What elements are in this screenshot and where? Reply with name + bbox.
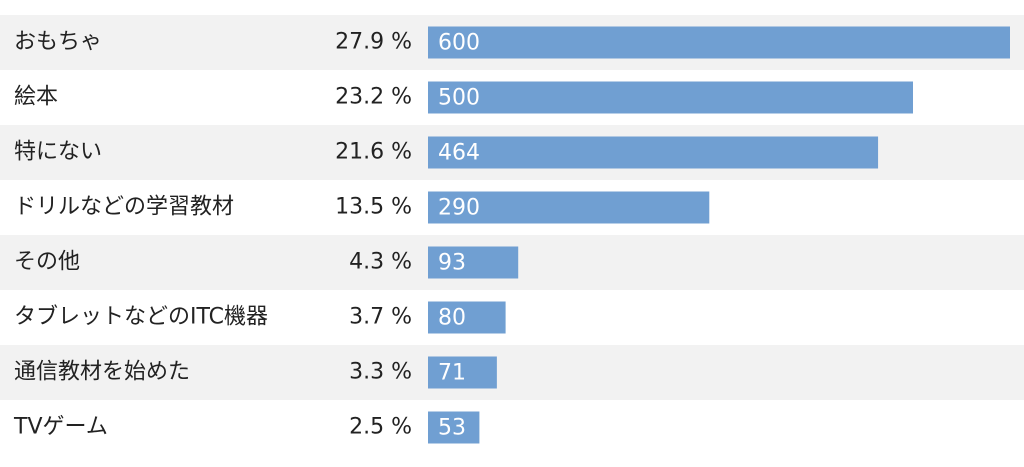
bar-label: 500 xyxy=(438,86,480,111)
bar-label: 290 xyxy=(438,196,480,221)
category-label: おもちゃ xyxy=(14,30,102,55)
category-label: その他 xyxy=(14,250,80,275)
bar-label: 600 xyxy=(438,31,480,56)
row-background xyxy=(0,290,1024,345)
percent-label: 2.5 % xyxy=(349,415,412,440)
category-label: 絵本 xyxy=(14,85,58,110)
percent-label: 27.9 % xyxy=(335,30,412,55)
bar-label: 71 xyxy=(438,361,466,386)
bar xyxy=(428,411,480,444)
percent-label: 13.5 % xyxy=(335,195,412,220)
category-label: TVゲーム xyxy=(13,415,108,440)
percent-label: 3.7 % xyxy=(349,305,412,330)
row-background xyxy=(0,345,1024,400)
category-label: ドリルなどの学習教材 xyxy=(14,195,234,220)
bar xyxy=(428,81,913,114)
category-label: タブレットなどのITC機器 xyxy=(14,305,268,330)
bar-label: 93 xyxy=(438,251,466,276)
percent-label: 23.2 % xyxy=(335,85,412,110)
bar xyxy=(428,301,506,334)
bar xyxy=(428,246,519,279)
percent-label: 21.6 % xyxy=(335,140,412,165)
bar xyxy=(428,191,710,224)
category-label: 通信教材を始めた xyxy=(14,360,190,385)
row-background xyxy=(0,400,1024,455)
bar-label: 53 xyxy=(438,416,466,441)
bar xyxy=(428,26,1010,59)
bar-label: 80 xyxy=(438,306,466,331)
bar xyxy=(428,356,497,389)
bar xyxy=(428,136,879,169)
percent-label: 3.3 % xyxy=(349,360,412,385)
category-label: 特にない xyxy=(14,140,102,165)
bar-label: 464 xyxy=(438,141,480,166)
percent-label: 4.3 % xyxy=(349,250,412,275)
